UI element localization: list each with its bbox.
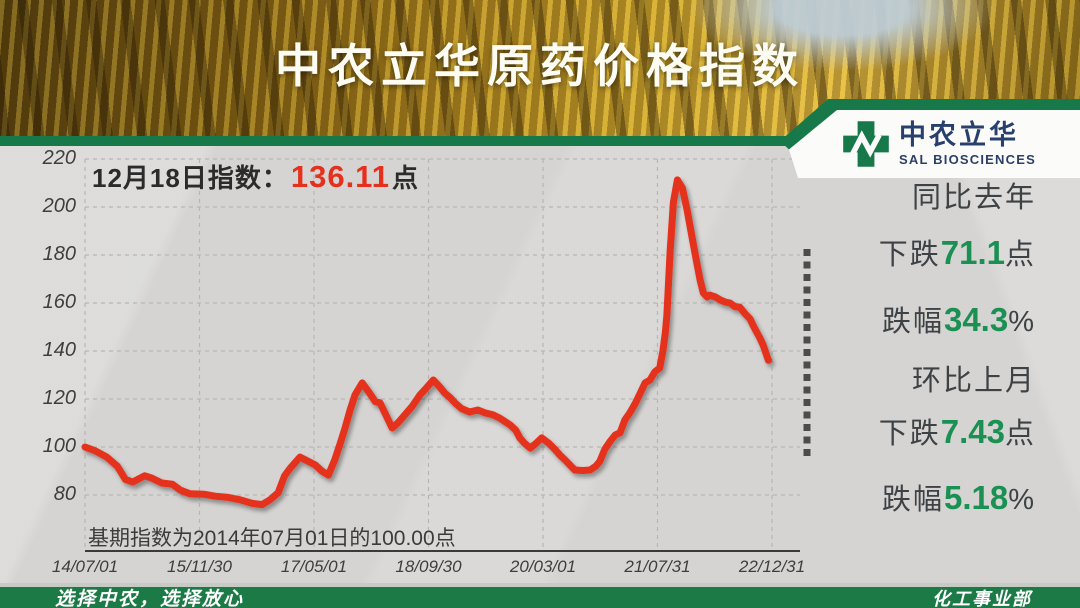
stat-mom-pct: 跌幅5.18% bbox=[881, 478, 1036, 516]
callout-suffix: 点 bbox=[391, 163, 419, 193]
stat-yoy-drop: 下跌71.1点 bbox=[878, 234, 1036, 272]
y-tick-label: 180 bbox=[42, 243, 76, 265]
footer-light-strip bbox=[0, 583, 1080, 587]
y-tick-label: 220 bbox=[42, 147, 76, 169]
y-tick-label: 200 bbox=[42, 195, 76, 217]
stat-mom-header: 环比上月 bbox=[911, 365, 1036, 398]
latest-index-callout: 12月18日指数：136.11点 bbox=[92, 158, 419, 195]
x-tick-label: 14/07/01 bbox=[51, 557, 119, 576]
x-tick-label: 21/07/31 bbox=[624, 557, 691, 576]
y-tick-label: 140 bbox=[42, 339, 76, 361]
y-tick-label: 160 bbox=[42, 291, 76, 313]
x-tick-label: 22/12/31 bbox=[738, 557, 806, 576]
x-tick-label: 17/05/01 bbox=[280, 557, 348, 576]
stat-yoy-drop-value: 71.1 bbox=[940, 234, 1005, 272]
logo-panel: 中农立华 SAL BIOSCIENCES bbox=[780, 94, 1080, 178]
stat-mom-drop-value: 7.43 bbox=[940, 413, 1005, 451]
stat-mom-drop: 下跌7.43点 bbox=[878, 413, 1036, 451]
header-photo: 中农立华原药价格指数 bbox=[0, 0, 1080, 136]
y-tick-label: 100 bbox=[42, 435, 76, 457]
callout-prefix: 12月18日指数： bbox=[92, 163, 289, 193]
stats-panel: 同比去年 下跌71.1点 跌幅34.3% 环比上月 下跌7.43点 跌幅5.18… bbox=[736, 182, 1080, 517]
y-tick-label: 120 bbox=[42, 387, 76, 409]
stat-yoy-pct: 跌幅34.3% bbox=[881, 300, 1036, 338]
y-tick-label: 80 bbox=[53, 483, 76, 505]
footer-department: 化工事业部 bbox=[932, 588, 1032, 608]
header-divider-strip bbox=[0, 136, 1080, 146]
x-tick-label: 15/11/30 bbox=[167, 557, 232, 576]
stat-yoy-pct-value: 34.3 bbox=[943, 300, 1009, 338]
stat-mom-pct-value: 5.18 bbox=[943, 478, 1009, 516]
base-index-note: 基期指数为2014年07月01日的100.00点 bbox=[88, 527, 456, 550]
page-title: 中农立华原药价格指数 bbox=[275, 41, 805, 92]
green-cross-m-logo-icon bbox=[843, 121, 889, 167]
logo-name-cn: 中农立华 bbox=[899, 119, 1019, 150]
x-tick-label: 20/03/01 bbox=[509, 557, 577, 576]
x-tick-label: 18/09/30 bbox=[395, 557, 462, 576]
callout-value: 136.11 bbox=[290, 159, 390, 194]
stat-yoy-header: 同比去年 bbox=[911, 182, 1036, 214]
footer-bar: 选择中农，选择放心 化工事业部 bbox=[0, 587, 1080, 608]
logo-name-en: SAL BIOSCIENCES bbox=[899, 151, 1036, 167]
logo-white-plate bbox=[789, 109, 1080, 178]
footer-slogan: 选择中农，选择放心 bbox=[55, 589, 245, 608]
